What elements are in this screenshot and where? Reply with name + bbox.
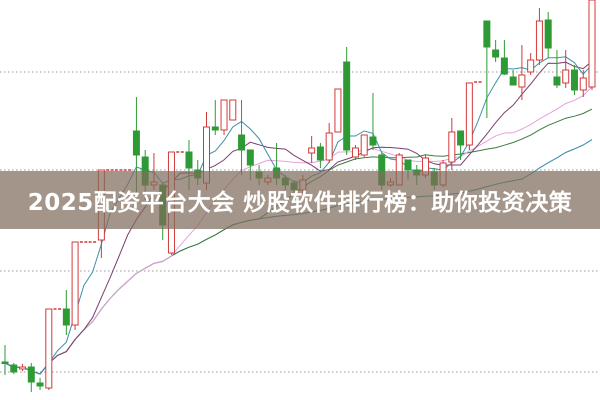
- candle-down: [553, 76, 561, 86]
- candle-down: [36, 382, 44, 387]
- candle-down: [343, 61, 351, 151]
- candle-down: [211, 126, 219, 131]
- candle-down: [238, 134, 246, 151]
- candle-down: [483, 20, 491, 48]
- candle-up: [360, 134, 368, 156]
- candle-up: [535, 20, 543, 61]
- ma30-line: [4, 108, 593, 375]
- candle-down: [500, 57, 508, 75]
- candle-up: [351, 147, 359, 158]
- candle-down: [132, 130, 140, 156]
- candle-down: [1, 361, 9, 364]
- candle-down: [27, 366, 35, 383]
- candle-down: [10, 364, 18, 373]
- candle-down: [62, 308, 70, 326]
- candle-up: [518, 74, 526, 88]
- candle-up: [465, 82, 473, 146]
- candle-down: [316, 146, 324, 161]
- candle-down: [509, 76, 517, 86]
- candle-up: [334, 88, 342, 133]
- candle-down: [185, 151, 193, 169]
- candle-up: [229, 99, 237, 121]
- headline-banner: 2025配资平台大会 炒股软件排行榜：助你投资决策: [0, 171, 600, 229]
- candle-up: [562, 69, 570, 84]
- candle-up: [448, 131, 456, 163]
- candle-up: [588, 0, 596, 88]
- candle-up: [308, 147, 316, 154]
- headline-text: 2025配资平台大会 炒股软件排行榜：助你投资决策: [27, 190, 573, 216]
- candle-down: [404, 159, 412, 171]
- candle-up: [579, 77, 587, 91]
- candle-up: [45, 308, 53, 389]
- candle-down: [570, 69, 578, 91]
- candle-up: [220, 99, 228, 131]
- candle-down: [457, 130, 465, 146]
- candle-down: [544, 19, 552, 49]
- candle-down: [246, 149, 254, 166]
- ma20-line: [4, 86, 593, 375]
- ma10-line: [4, 60, 593, 375]
- candle-down: [492, 49, 500, 58]
- candle-up: [325, 132, 333, 161]
- candle-up: [527, 59, 535, 73]
- candle-up: [71, 241, 79, 326]
- candle-up: [19, 366, 27, 370]
- candle-down: [369, 136, 377, 146]
